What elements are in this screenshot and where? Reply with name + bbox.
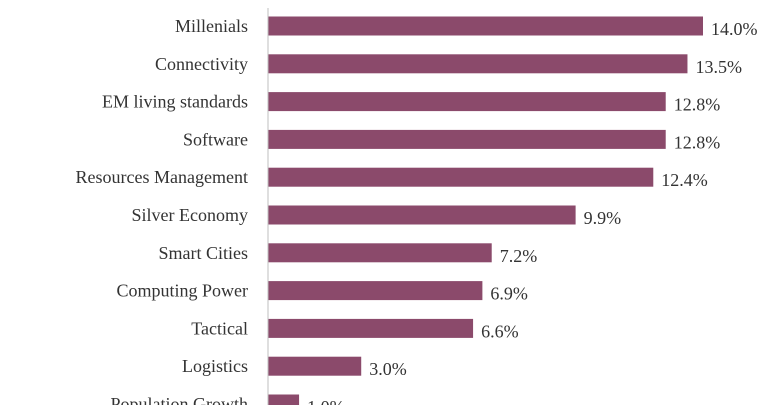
value-label: 6.9%	[490, 284, 527, 304]
bar	[268, 205, 576, 225]
value-label: 12.4%	[661, 170, 708, 190]
category-labels: Millenials Connectivity EM living standard…	[76, 16, 248, 405]
value-label: 6.6%	[481, 321, 518, 341]
bar	[268, 54, 688, 74]
bar	[268, 281, 483, 301]
bar	[268, 318, 474, 338]
bar	[268, 394, 300, 405]
category-label: Computing Power	[116, 281, 248, 301]
category-label: EM living standards	[102, 92, 248, 112]
bar	[268, 129, 666, 149]
bar	[268, 16, 703, 36]
value-label: 7.2%	[500, 246, 538, 266]
bars	[268, 16, 703, 405]
category-label: Millenials	[175, 16, 248, 36]
category-label: Logistics	[182, 356, 248, 376]
value-label: 9.9%	[584, 208, 622, 228]
value-label: 12.8%	[674, 132, 721, 152]
category-label: Smart Cities	[159, 243, 249, 263]
value-label: 3.0%	[369, 359, 407, 379]
value-label: 14.0%	[711, 19, 758, 39]
category-label: Tactical	[191, 318, 248, 338]
bar	[268, 167, 654, 187]
category-label: Resources Management	[76, 167, 248, 187]
value-label: 1.0%	[307, 397, 345, 405]
category-label: Silver Economy	[132, 205, 248, 225]
category-label: Software	[183, 129, 248, 149]
value-labels: 14.0% 13.5% 12.8% 12.8% 12.4% 9.9% 7.2% 6.9% 6.6…	[307, 19, 757, 405]
bar	[268, 356, 362, 376]
category-label: Population Growth	[111, 394, 249, 405]
value-label: 12.8%	[674, 95, 721, 115]
value-label: 13.5%	[695, 57, 742, 77]
bar	[268, 92, 666, 112]
category-label: Connectivity	[155, 54, 248, 74]
bar	[268, 243, 492, 263]
